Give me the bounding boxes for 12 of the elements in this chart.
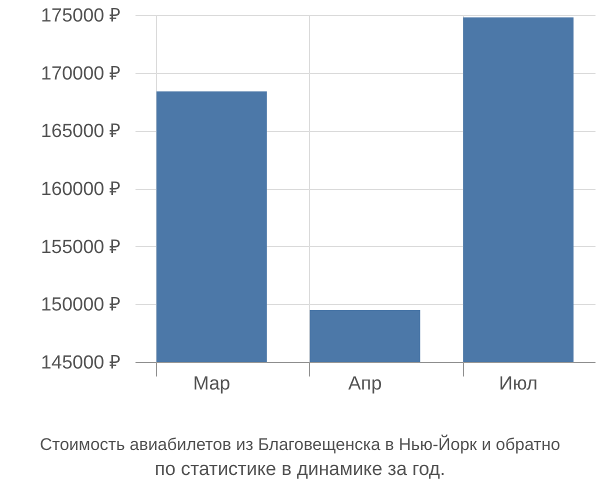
y-tick-label: 165000 ₽ [40, 121, 120, 142]
y-tick-label: 170000 ₽ [40, 63, 120, 84]
x-tick-label: Апр [348, 374, 382, 394]
text: по статистике в динамике за год. [154, 458, 446, 482]
y-tick-label: 175000 ₽ [40, 6, 120, 26]
x-tick-label: Июл [499, 374, 538, 394]
y-tick-label: 160000 ₽ [40, 179, 120, 200]
y-tick-label: 150000 ₽ [40, 294, 120, 316]
x-tick-label: Мар [193, 374, 230, 394]
y-tick-label: 145000 ₽ [40, 352, 120, 374]
y-tick-label: 155000 ₽ [40, 236, 120, 258]
text: Стоимость авиабилетов из Благовещенска в Нью-Йорк и обратно [38, 434, 562, 456]
